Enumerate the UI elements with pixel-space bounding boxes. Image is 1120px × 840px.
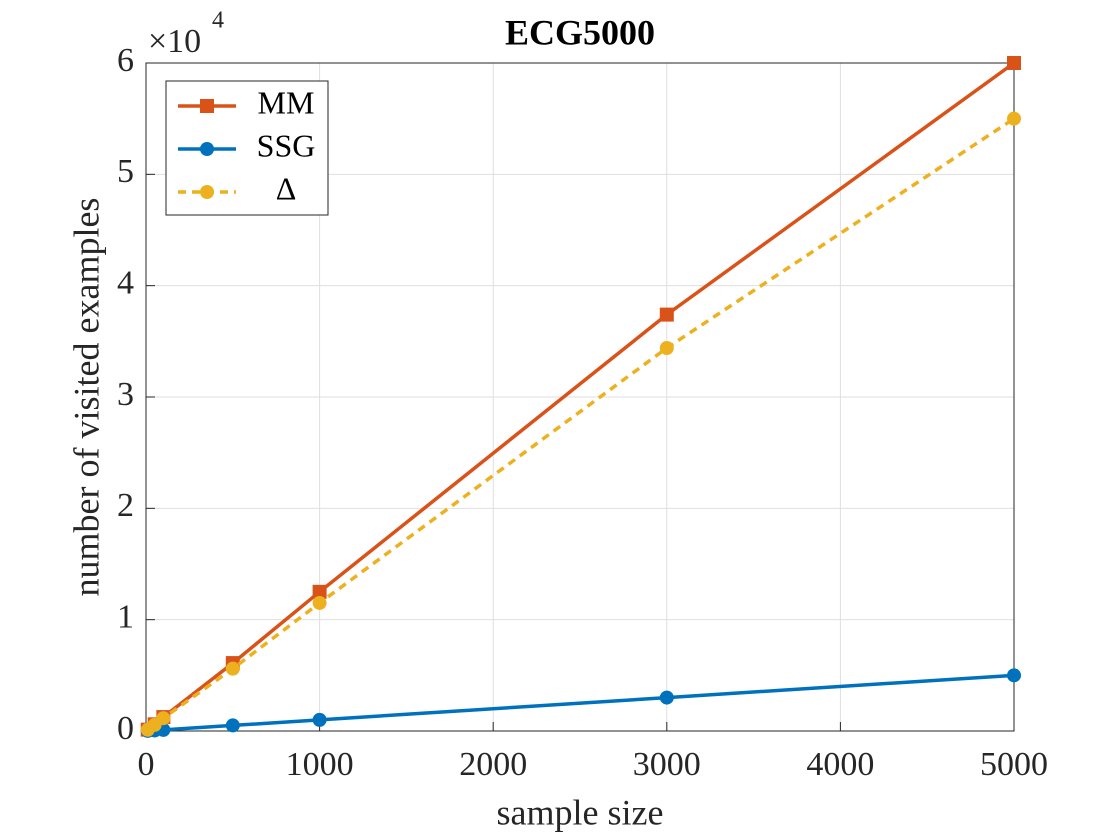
data-point <box>1007 56 1021 70</box>
data-point <box>659 690 674 705</box>
x-tick-label: 5000 <box>980 746 1048 783</box>
y-tick-label: 1 <box>117 598 134 635</box>
y-tick-label: 3 <box>117 376 134 413</box>
data-point <box>312 712 327 727</box>
x-tick-label: 1000 <box>286 746 354 783</box>
y-multiplier-exponent: 4 <box>212 8 224 34</box>
data-point <box>312 595 327 610</box>
data-point <box>1007 111 1021 126</box>
x-tick-label: 0 <box>138 746 155 783</box>
legend-label: MM <box>258 84 315 120</box>
data-point <box>659 307 674 322</box>
data-point <box>156 711 171 726</box>
x-tick-label: 4000 <box>806 746 874 783</box>
legend-marker <box>200 185 214 199</box>
legend-label: SSG <box>257 127 316 163</box>
y-tick-label: 4 <box>117 264 134 301</box>
y-tick-label: 6 <box>117 42 134 79</box>
x-tick-label: 3000 <box>633 746 701 783</box>
y-tick-label: 5 <box>117 153 134 190</box>
y-axis-label: number of visited examples <box>66 198 106 597</box>
y-tick-label: 2 <box>117 487 134 524</box>
y-multiplier: ×10 <box>148 23 201 60</box>
chart-title: ECG5000 <box>505 12 655 52</box>
x-tick-label: 2000 <box>459 746 527 783</box>
data-point <box>1007 668 1021 683</box>
y-tick-label: 0 <box>117 710 134 747</box>
axes-box <box>145 62 1015 732</box>
legend-marker <box>200 142 214 156</box>
legend-marker <box>200 99 214 113</box>
x-axis-label: sample size <box>497 792 664 832</box>
data-point <box>659 341 674 356</box>
legend-label: Δ <box>276 170 297 206</box>
data-point <box>225 661 240 676</box>
data-point <box>225 718 240 733</box>
data-point <box>312 584 327 599</box>
legend: MM SSG Δ <box>165 80 329 216</box>
